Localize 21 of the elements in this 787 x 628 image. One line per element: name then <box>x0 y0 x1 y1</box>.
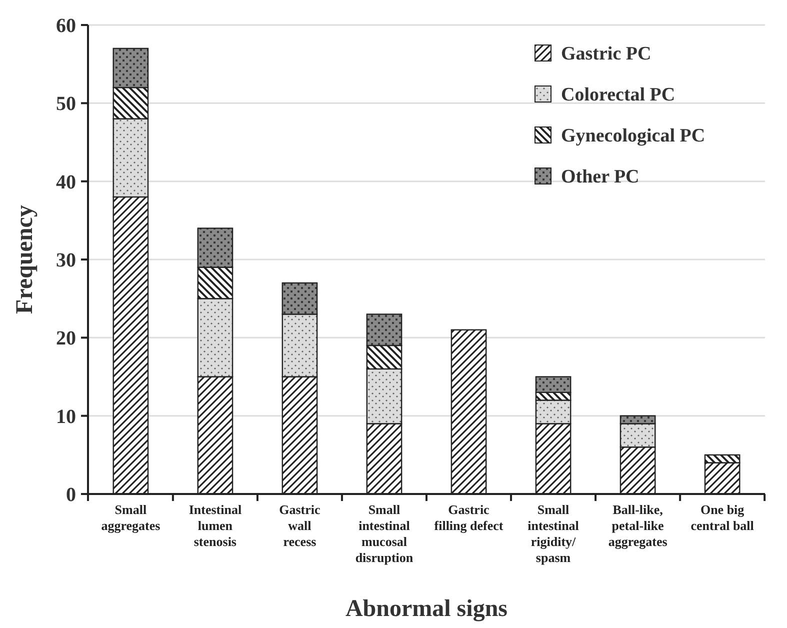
legend-label: Other PC <box>561 166 640 188</box>
legend-label: Gynecological PC <box>561 126 706 147</box>
x-axis-title: Abnormal signs <box>345 596 508 622</box>
x-tick-label: Ball-like, petal-like aggregates <box>608 502 668 549</box>
y-tick-label: 30 <box>56 250 76 272</box>
x-tick-label: Gastric wall recess <box>279 502 321 549</box>
x-tick-label: One big central ball <box>690 502 754 533</box>
y-tick-label: 50 <box>56 93 76 116</box>
x-tick-label: Small intestinal mucosal disruption <box>355 502 414 565</box>
x-tick-label: Small aggregates <box>101 502 160 533</box>
legend-label: Gastric PC <box>561 44 652 65</box>
x-tick-label: Gastric filling defect <box>434 502 504 533</box>
legend-label: Colorectal PC <box>561 84 676 106</box>
y-tick-label: 40 <box>56 171 76 194</box>
y-tick-label: 10 <box>56 406 76 428</box>
y-axis-title: Frequency <box>12 205 38 314</box>
y-tick-label: 60 <box>56 15 76 37</box>
y-tick-label: 20 <box>56 328 76 350</box>
y-tick-label: 0 <box>66 484 76 506</box>
x-tick-label: Small intestinal rigidity/ spasm <box>528 502 580 565</box>
x-tick-label: Intestinal lumen stenosis <box>188 502 242 549</box>
